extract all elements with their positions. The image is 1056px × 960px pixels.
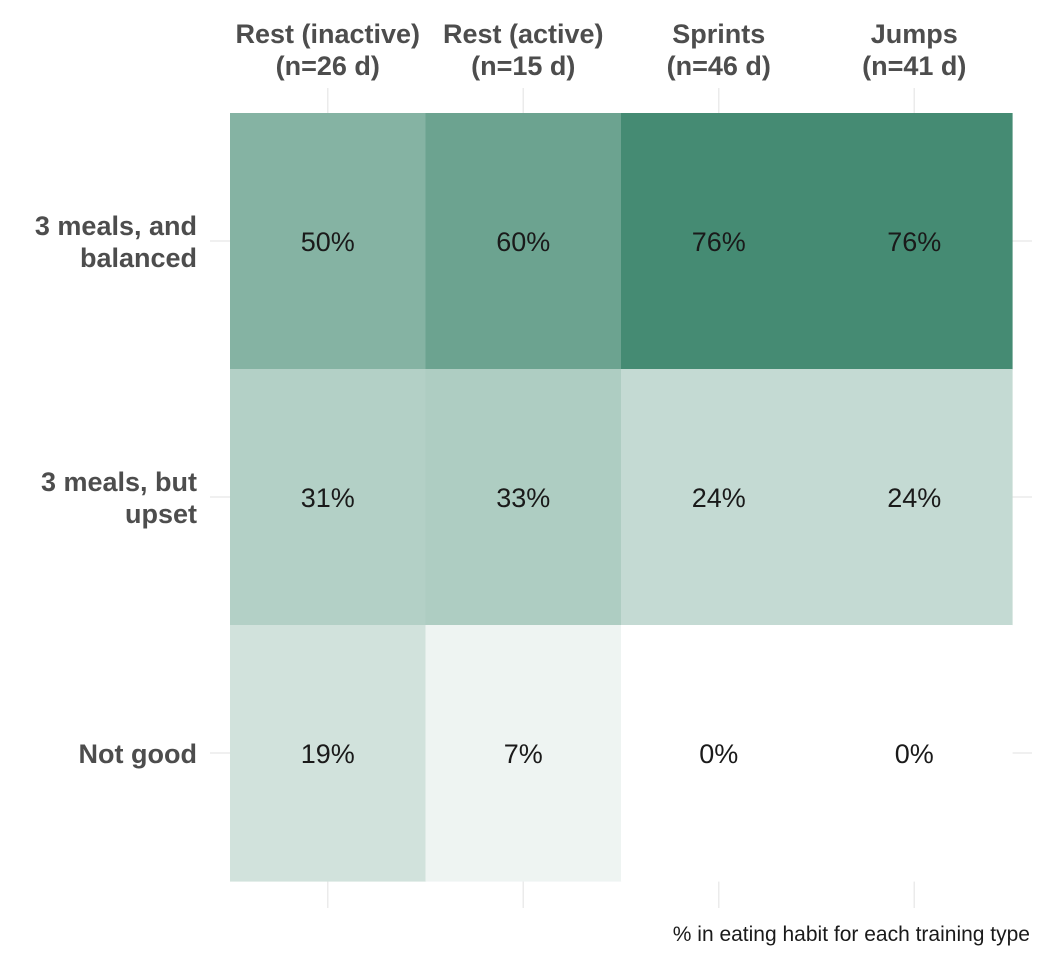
row-label-line: balanced (80, 243, 197, 273)
cell-value-label: 76% (692, 227, 746, 257)
heatmap-cell (621, 113, 818, 370)
row-label-line: 3 meals, and (35, 211, 197, 241)
column-label-line: (n=41 d) (862, 51, 966, 81)
column-label-line: (n=46 d) (667, 51, 771, 81)
heatmap-cell (425, 369, 622, 626)
row-label-line: 3 meals, but (41, 467, 197, 497)
heatmap-cell (230, 113, 427, 370)
cell-value-labels: 50% 60% 76% 76% 31% 33% 24% 24% 19% 7% 0% 0% (301, 227, 942, 769)
column-label-line: Rest (active) (443, 19, 604, 49)
heatmap-cell (816, 369, 1013, 626)
heatmap-cells (230, 113, 1013, 882)
heatmap-cell (425, 625, 622, 882)
cell-value-label: 24% (692, 483, 746, 513)
column-labels: Rest (inactive) (n=26 d) Rest (active) (n=1… (235, 19, 966, 81)
chart-caption: % in eating habit for each training type (673, 923, 1030, 946)
cell-value-label: 19% (301, 739, 355, 769)
column-label: Rest (inactive) (n=26 d) (235, 19, 420, 81)
column-label: Jumps (n=41 d) (862, 19, 966, 81)
cell-value-label: 50% (301, 227, 355, 257)
heatmap-cell (816, 113, 1013, 370)
heatmap-cell (425, 113, 622, 370)
column-label-line: (n=26 d) (276, 51, 380, 81)
row-label-line: Not good (79, 739, 197, 769)
heatmap-cell (621, 625, 818, 882)
column-label: Rest (active) (n=15 d) (443, 19, 604, 81)
cell-value-label: 0% (699, 739, 738, 769)
row-labels: 3 meals, and balanced 3 meals, but upset Not… (35, 211, 197, 769)
cell-value-label: 60% (496, 227, 550, 257)
heatmap-cell (230, 369, 427, 626)
row-label: 3 meals, and balanced (35, 211, 197, 273)
heatmap-cell (816, 625, 1013, 882)
cell-value-label: 31% (301, 483, 355, 513)
cell-value-label: 0% (895, 739, 934, 769)
heatmap-cell (230, 625, 427, 882)
column-label-line: Sprints (672, 19, 765, 49)
cell-value-label: 76% (887, 227, 941, 257)
column-label-line: (n=15 d) (471, 51, 575, 81)
cell-value-label: 24% (887, 483, 941, 513)
row-label-line: upset (125, 499, 197, 529)
heatmap-cell (621, 369, 818, 626)
column-label-line: Jumps (871, 19, 958, 49)
cell-value-label: 33% (496, 483, 550, 513)
column-label-line: Rest (inactive) (235, 19, 420, 49)
row-label: Not good (79, 739, 197, 769)
row-label: 3 meals, but upset (41, 467, 197, 529)
column-label: Sprints (n=46 d) (667, 19, 771, 81)
cell-value-label: 7% (504, 739, 543, 769)
